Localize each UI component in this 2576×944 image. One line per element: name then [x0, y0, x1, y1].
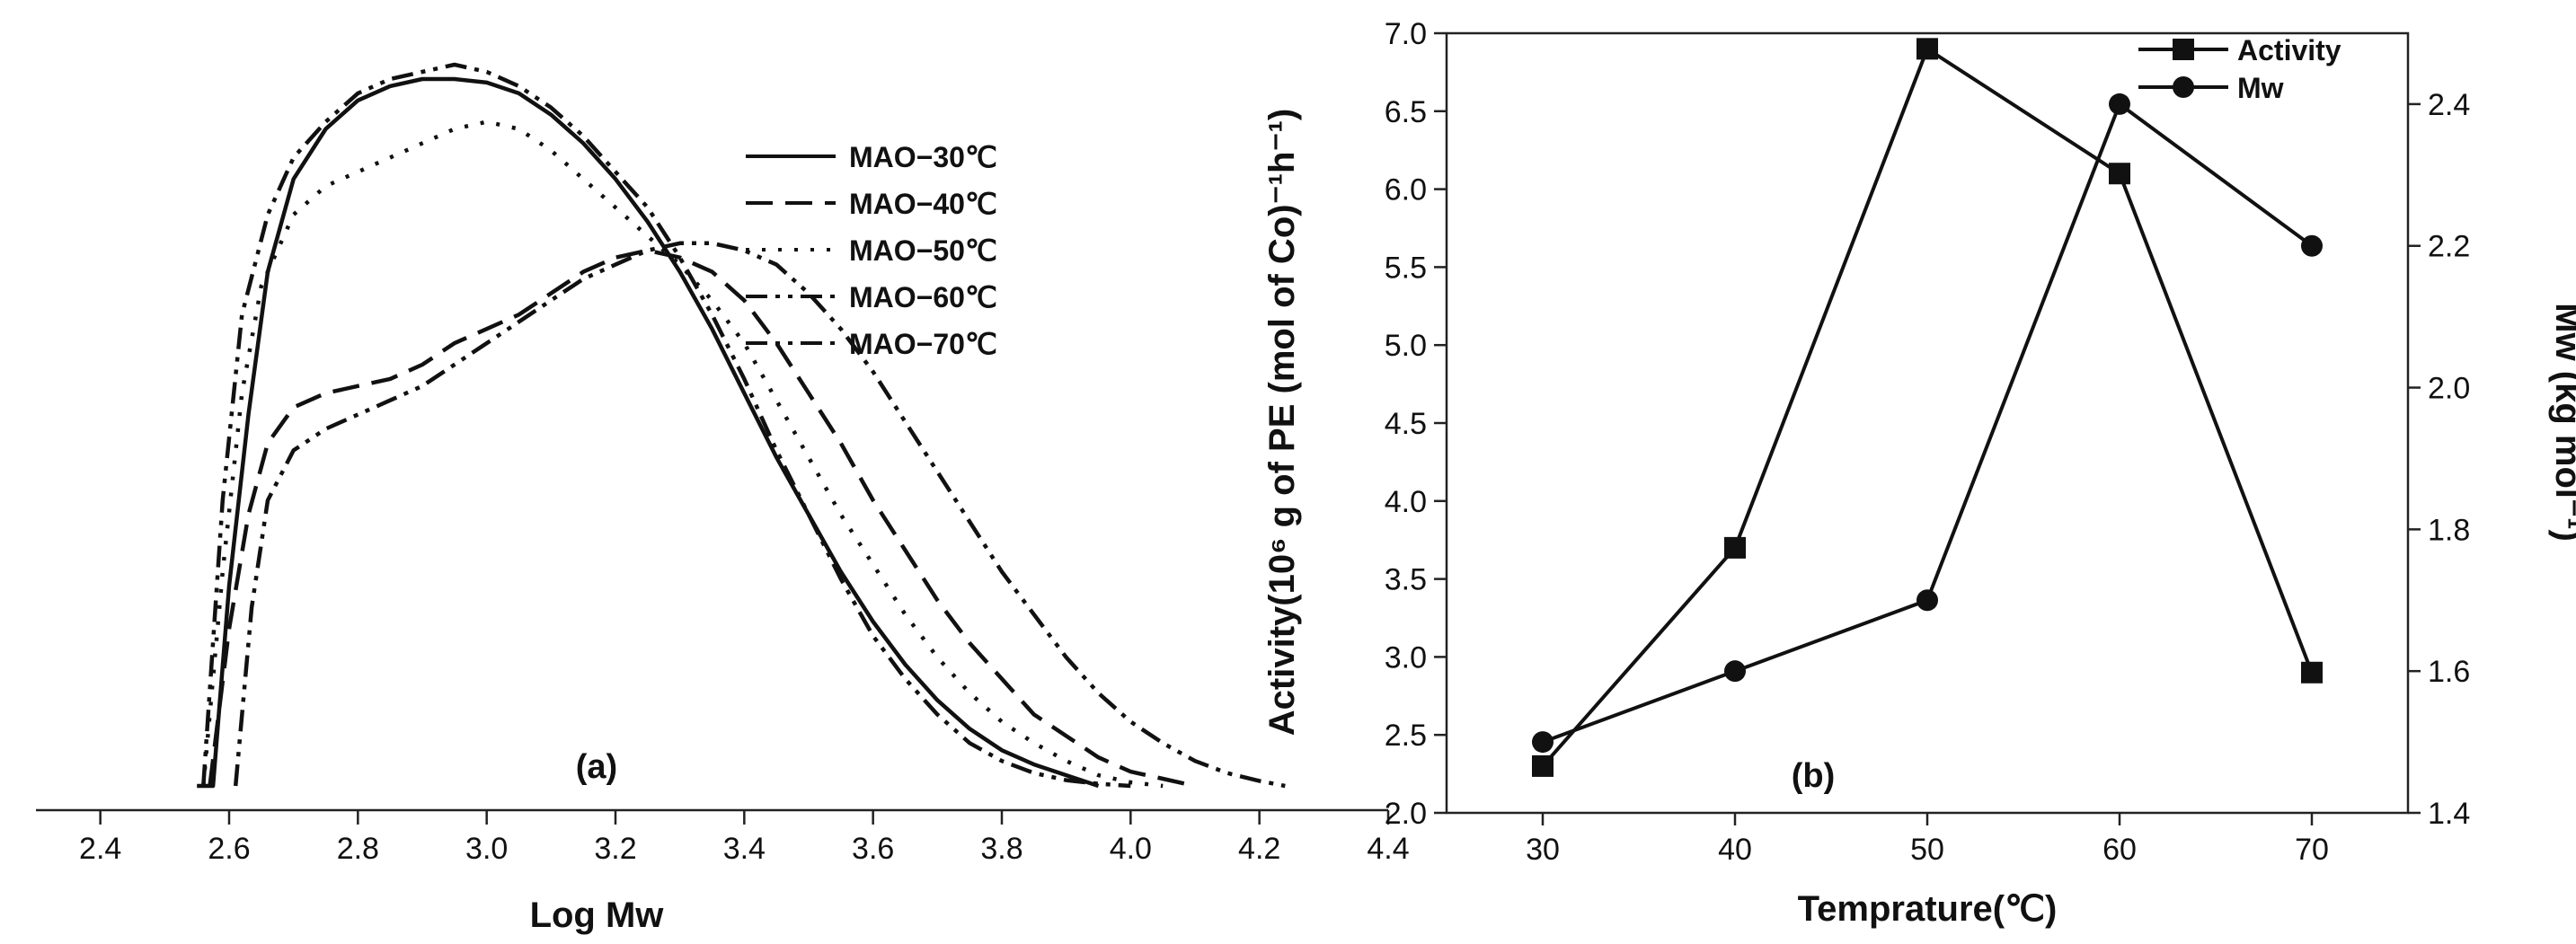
chart-b-mw-point — [1532, 731, 1554, 754]
chart-b-legend-label: Activity — [2237, 34, 2341, 66]
chart-b-plot-frame — [1445, 31, 2410, 815]
chart-a-legend-item: MAO−30℃ — [746, 141, 997, 173]
chart-a-x-axis-title: Log Mw — [530, 895, 665, 935]
chart-b-left-tick-label: 7.0 — [1385, 17, 1427, 51]
chart-a-legend-item: MAO−70℃ — [746, 328, 997, 360]
chart-b-left-tick-label: 4.0 — [1385, 485, 1427, 519]
chart-a-legend-label: MAO−40℃ — [849, 188, 997, 220]
chart-a-x-tick-label: 4.2 — [1238, 832, 1280, 866]
chart-b-right-tick-label: 1.4 — [2428, 797, 2470, 831]
chart-a-x-tick-label: 3.4 — [723, 832, 766, 866]
chart-b-left-tick-label: 6.0 — [1385, 173, 1427, 207]
chart-b-right-tick-label: 2.2 — [2428, 230, 2470, 264]
chart-b-activity-point — [1532, 754, 1554, 777]
chart-a: 2.4 2.6 2.8 3.0 3.2 3.4 3.6 3.8 4.0 4.2 4.4 (a) Lo… — [36, 62, 1410, 935]
chart-b-panel-label: (b) — [1792, 757, 1836, 795]
chart-b-right-tick-label: 2.4 — [2428, 88, 2470, 122]
chart-a-x-tick-label: 3.2 — [594, 832, 636, 866]
chart-b-activity-point — [1917, 38, 1938, 60]
chart-b-x-axis-title: Temprature(℃) — [1798, 889, 2058, 929]
circle-marker-icon — [2173, 76, 2194, 98]
chart-a-series-line — [233, 241, 1286, 789]
chart-a-legend-label: MAO−30℃ — [849, 141, 997, 173]
chart-b-right-tick-label: 1.6 — [2428, 655, 2470, 689]
chart-a-series-line — [197, 76, 1100, 789]
chart-b-left-y-ticks: 2.0 2.5 3.0 3.5 4.0 4.5 5.0 5.5 6.0 6.5 7.0 — [1385, 17, 1447, 831]
chart-b-x-tick-label: 60 — [2102, 833, 2137, 867]
chart-b-mw-point — [1917, 589, 1938, 612]
chart-a-series-line — [201, 119, 1164, 789]
chart-a-x-tick-label: 2.8 — [337, 832, 379, 866]
chart-a-x-tick-label: 2.6 — [208, 832, 250, 866]
chart-b-legend: Activity Mw — [2138, 34, 2341, 104]
chart-a-legend-item: MAO−50℃ — [746, 234, 997, 267]
chart-a-x-tick-label: 3.8 — [980, 832, 1022, 866]
chart-b-x-tick-label: 70 — [2295, 833, 2329, 867]
chart-b-left-tick-label: 5.0 — [1385, 329, 1427, 363]
chart-b-left-tick-label: 5.5 — [1385, 251, 1427, 285]
chart-a-legend: MAO−30℃ MAO−40℃ MAO−50℃ MAO−60℃ MAO−70℃ — [746, 141, 997, 360]
chart-b-legend-item: Mw — [2138, 72, 2284, 104]
chart-a-legend-item: MAO−60℃ — [746, 281, 997, 313]
chart-b-left-tick-label: 4.5 — [1385, 407, 1427, 441]
chart-a-x-ticks: 2.4 2.6 2.8 3.0 3.2 3.4 3.6 3.8 4.0 4.2 4.4 — [79, 810, 1410, 866]
chart-b-mw-point — [2109, 93, 2130, 115]
chart-a-series-line — [208, 248, 1196, 789]
chart-a-x-tick-label: 4.0 — [1110, 832, 1152, 866]
chart-b-x-tick-label: 50 — [1910, 833, 1944, 867]
chart-b-left-y-axis-title: Activity(10⁶ g of PE (mol of Co)⁻¹h⁻¹) — [1262, 109, 1302, 736]
chart-a-x-tick-label: 3.0 — [465, 832, 508, 866]
chart-b-left-tick-label: 3.0 — [1385, 640, 1427, 675]
chart-a-legend-label: MAO−60℃ — [849, 281, 997, 313]
chart-b-right-y-axis-title: Mw (kg mol⁻¹) — [2548, 303, 2576, 542]
chart-a-legend-item: MAO−40℃ — [746, 188, 997, 220]
chart-b-left-tick-label: 3.5 — [1385, 563, 1427, 597]
chart-b-left-tick-label: 2.0 — [1385, 797, 1427, 831]
chart-b-mw-point — [2301, 234, 2323, 257]
chart-a-legend-label: MAO−70℃ — [849, 328, 997, 360]
chart-b-legend-item: Activity — [2138, 34, 2341, 66]
chart-a-series-line — [201, 62, 1131, 789]
chart-a-lines — [197, 62, 1286, 789]
chart-b-right-tick-label: 1.8 — [2428, 513, 2470, 547]
chart-a-x-tick-label: 3.6 — [852, 832, 894, 866]
chart-b-x-ticks: 30 40 50 60 70 — [1526, 813, 2329, 867]
chart-a-panel-label: (a) — [576, 748, 617, 786]
chart-b-right-tick-label: 2.0 — [2428, 372, 2470, 406]
chart-b-left-tick-label: 6.5 — [1385, 95, 1427, 129]
chart-b-right-y-ticks: 1.4 1.6 1.8 2.0 2.2 2.4 — [2408, 88, 2470, 831]
chart-b-activity-point — [1724, 536, 1746, 559]
chart-b-x-tick-label: 40 — [1718, 833, 1752, 867]
chart-a-x-tick-label: 4.4 — [1367, 832, 1409, 866]
chart-b-activity-point — [2109, 163, 2130, 185]
chart-a-x-tick-label: 2.4 — [79, 832, 121, 866]
chart-a-legend-label: MAO−50℃ — [849, 234, 997, 267]
chart-b-x-tick-label: 30 — [1526, 833, 1560, 867]
chart-b-series-line — [1541, 46, 2314, 768]
chart-b: 2.0 2.5 3.0 3.5 4.0 4.5 5.0 5.5 6.0 6.5 7.0 1.4 1.6… — [1262, 17, 2576, 929]
square-marker-icon — [2173, 39, 2194, 60]
chart-b-mw-point — [1724, 660, 1746, 683]
chart-b-activity-point — [2301, 661, 2323, 684]
chart-b-series-line — [1542, 101, 2314, 744]
chart-b-legend-label: Mw — [2237, 72, 2284, 104]
chart-b-left-tick-label: 2.5 — [1385, 719, 1427, 753]
chart-b-series — [1532, 38, 2323, 777]
